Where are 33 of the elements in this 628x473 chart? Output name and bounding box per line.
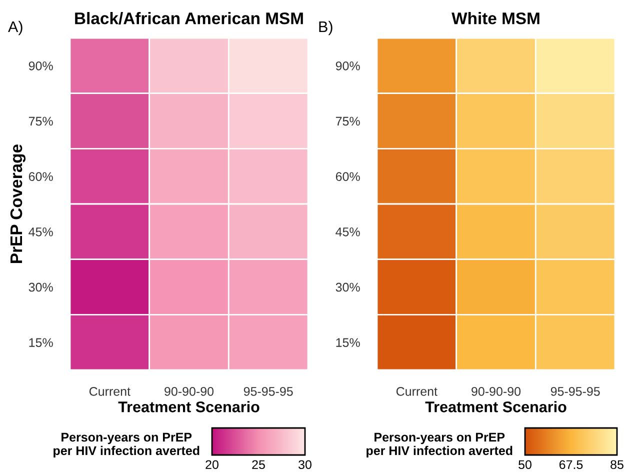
x-tick-label: 95-95-95 — [550, 386, 600, 396]
y-tick-label: 75% — [28, 116, 53, 126]
y-tick-label: 90% — [28, 61, 53, 70]
chart-title: White MSM — [452, 12, 540, 24]
x-tick-label: 95-95-95 — [244, 386, 293, 396]
x-tick-label: Current — [89, 386, 130, 396]
x-axis-title: Treatment Scenario — [118, 401, 260, 412]
color-bar-label: 67.5 — [559, 460, 583, 470]
y-tick-label: 75% — [336, 116, 360, 126]
text: B) — [319, 20, 332, 36]
color-bar-label: 50 — [518, 460, 532, 470]
y-tick-label: 90% — [336, 61, 360, 70]
y-tick-label: 30% — [28, 282, 53, 292]
y-tick-label: 45% — [336, 228, 360, 236]
x-axis-title: Treatment Scenario — [425, 401, 566, 412]
x-tick-label: 90-90-90 — [472, 386, 521, 396]
y-tick-label: 15% — [336, 338, 360, 347]
y-tick-label: 45% — [28, 228, 53, 236]
chart-title: Black/African American MSM — [75, 12, 303, 24]
x-tick-label: Current — [396, 386, 438, 396]
y-tick-label: 60% — [28, 172, 53, 181]
y-tick-label: 60% — [336, 172, 360, 181]
color-bar-label: 20 — [206, 460, 218, 470]
color-bar-title: Person-years on PrEP per HIV infection averted — [366, 432, 512, 458]
x-tick-label: 90-90-90 — [164, 386, 214, 396]
color-bar-label: 25 — [252, 460, 265, 470]
color-bar-title: Person-years on PrEP per HIV infection averted — [54, 432, 200, 458]
y-axis-title: PrEP Coverage — [10, 144, 26, 263]
text: A) — [8, 20, 22, 36]
color-bar-label: 30 — [298, 460, 312, 470]
y-tick-label: 30% — [336, 282, 360, 292]
color-bar-label: 85 — [610, 460, 624, 470]
y-tick-label: 15% — [29, 338, 53, 347]
